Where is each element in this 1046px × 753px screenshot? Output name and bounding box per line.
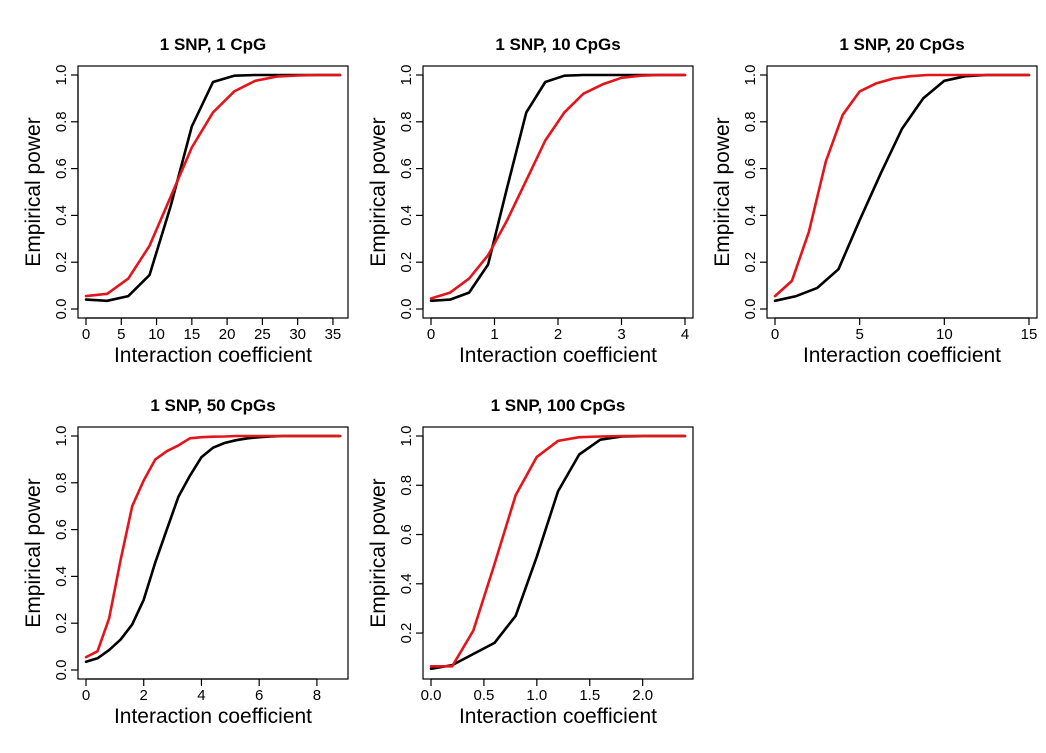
x-tick-label: 5	[117, 326, 125, 343]
x-tick-label: 15	[183, 326, 200, 343]
y-tick-label: 0.4	[742, 205, 759, 226]
x-tick-label: 4	[197, 687, 205, 704]
red-series-line	[429, 434, 687, 668]
y-tick-label: 0.2	[398, 623, 415, 644]
chart-panel-5: 1 SNP, 100 CpGs 0.0 0.5 1.0 1.5 2.0Interactio…	[367, 396, 694, 728]
chart-title: 1 SNP, 100 CpGs	[491, 396, 626, 415]
x-tick-label: 30	[289, 326, 306, 343]
y-tick-label: 1.0	[398, 426, 415, 447]
y-axis-label: Empirical power	[22, 117, 45, 266]
y-tick-label: 1.0	[742, 65, 759, 86]
x-axis-label: Interaction coefficient	[459, 344, 657, 367]
y-tick-label: 0.2	[53, 613, 70, 634]
y-axis-label: Empirical power	[22, 478, 45, 627]
y-tick-label: 0.6	[742, 158, 759, 179]
y-tick-label: 0.4	[53, 205, 70, 226]
x-axis-label: Interaction coefficient	[114, 705, 312, 728]
x-tick-label: 0	[771, 326, 779, 343]
x-tick-label: 10	[936, 326, 953, 343]
y-tick-label: 0.8	[53, 472, 70, 493]
chart-panel-1: 1 SNP, 1 CpG 0 5 10 15 20 25 30 35 Interaction co…	[22, 35, 349, 367]
x-tick-label: 2	[140, 687, 148, 704]
x-tick-label: 10	[148, 326, 165, 343]
y-axis-label: Empirical power	[711, 117, 734, 266]
y-tick-label: 0.0	[53, 299, 70, 320]
red-series-line	[84, 73, 342, 298]
x-tick-label: 25	[254, 326, 271, 343]
x-tick-label: 2	[554, 326, 562, 343]
x-tick-label: 8	[313, 687, 321, 704]
y-axis-label: Empirical power	[367, 478, 390, 627]
y-tick-label: 0.8	[53, 111, 70, 132]
chart-title: 1 SNP, 20 CpGs	[839, 35, 964, 54]
x-axis-label: Interaction coefficient	[114, 344, 312, 367]
black-series-line	[429, 73, 687, 303]
x-axis-label: Interaction coefficient	[459, 705, 657, 728]
y-tick-label: 1.0	[53, 426, 70, 447]
y-tick-label: 0.6	[398, 158, 415, 179]
y-tick-label: 0.6	[398, 524, 415, 545]
plot-frame	[766, 65, 1038, 319]
x-tick-label: 5	[855, 326, 863, 343]
x-tick-label: 3	[617, 326, 625, 343]
y-tick-label: 0.4	[398, 205, 415, 226]
x-tick-label: 0	[427, 326, 435, 343]
x-tick-label: 0.0	[421, 687, 442, 704]
chart-title: 1 SNP, 10 CpGs	[495, 35, 620, 54]
x-tick-label: 6	[255, 687, 263, 704]
y-tick-label: 0.2	[53, 252, 70, 273]
x-tick-label: 1.5	[579, 687, 600, 704]
y-tick-label: 0.0	[742, 299, 759, 320]
y-tick-label: 1.0	[398, 65, 415, 86]
y-tick-label: 0.6	[53, 158, 70, 179]
red-series-line	[84, 434, 342, 659]
y-tick-label: 1.0	[53, 65, 70, 86]
chart-title: 1 SNP, 50 CpGs	[150, 396, 275, 415]
x-tick-label: 0.5	[473, 687, 494, 704]
y-tick-label: 0.8	[398, 111, 415, 132]
y-tick-label: 0.2	[742, 252, 759, 273]
black-series-line	[429, 434, 687, 671]
x-axis-label: Interaction coefficient	[803, 344, 1001, 367]
red-series-line	[429, 73, 687, 300]
x-tick-label: 35	[325, 326, 342, 343]
y-tick-label: 0.0	[53, 660, 70, 681]
y-tick-label: 0.4	[398, 573, 415, 594]
x-tick-label: 0	[82, 326, 90, 343]
x-tick-label: 20	[219, 326, 236, 343]
y-tick-label: 0.4	[53, 566, 70, 587]
red-series-line	[773, 73, 1031, 298]
chart-title: 1 SNP, 1 CpG	[160, 35, 266, 54]
chart-panel-3: 1 SNP, 20 CpGs 0 5 10 15 Interaction coeffici…	[711, 35, 1038, 367]
x-tick-label: 2.0	[632, 687, 653, 704]
y-tick-label: 0.8	[742, 111, 759, 132]
plot-frame	[422, 65, 694, 319]
y-tick-label: 0.2	[398, 252, 415, 273]
black-series-line	[84, 73, 342, 303]
x-tick-label: 1	[490, 326, 498, 343]
plot-frame	[422, 426, 694, 680]
y-tick-label: 0.6	[53, 519, 70, 540]
x-tick-label: 0	[82, 687, 90, 704]
y-axis-label: Empirical power	[367, 117, 390, 266]
black-series-line	[773, 73, 1031, 303]
chart-panel-2: 1 SNP, 10 CpGs 0 1 2 3 4 Interaction coefficie…	[367, 35, 694, 367]
x-tick-label: 4	[681, 326, 689, 343]
y-tick-label: 0.8	[398, 475, 415, 496]
plot-frame	[77, 65, 349, 319]
x-tick-label: 15	[1021, 326, 1038, 343]
y-tick-label: 0.0	[398, 299, 415, 320]
x-tick-label: 1.0	[526, 687, 547, 704]
